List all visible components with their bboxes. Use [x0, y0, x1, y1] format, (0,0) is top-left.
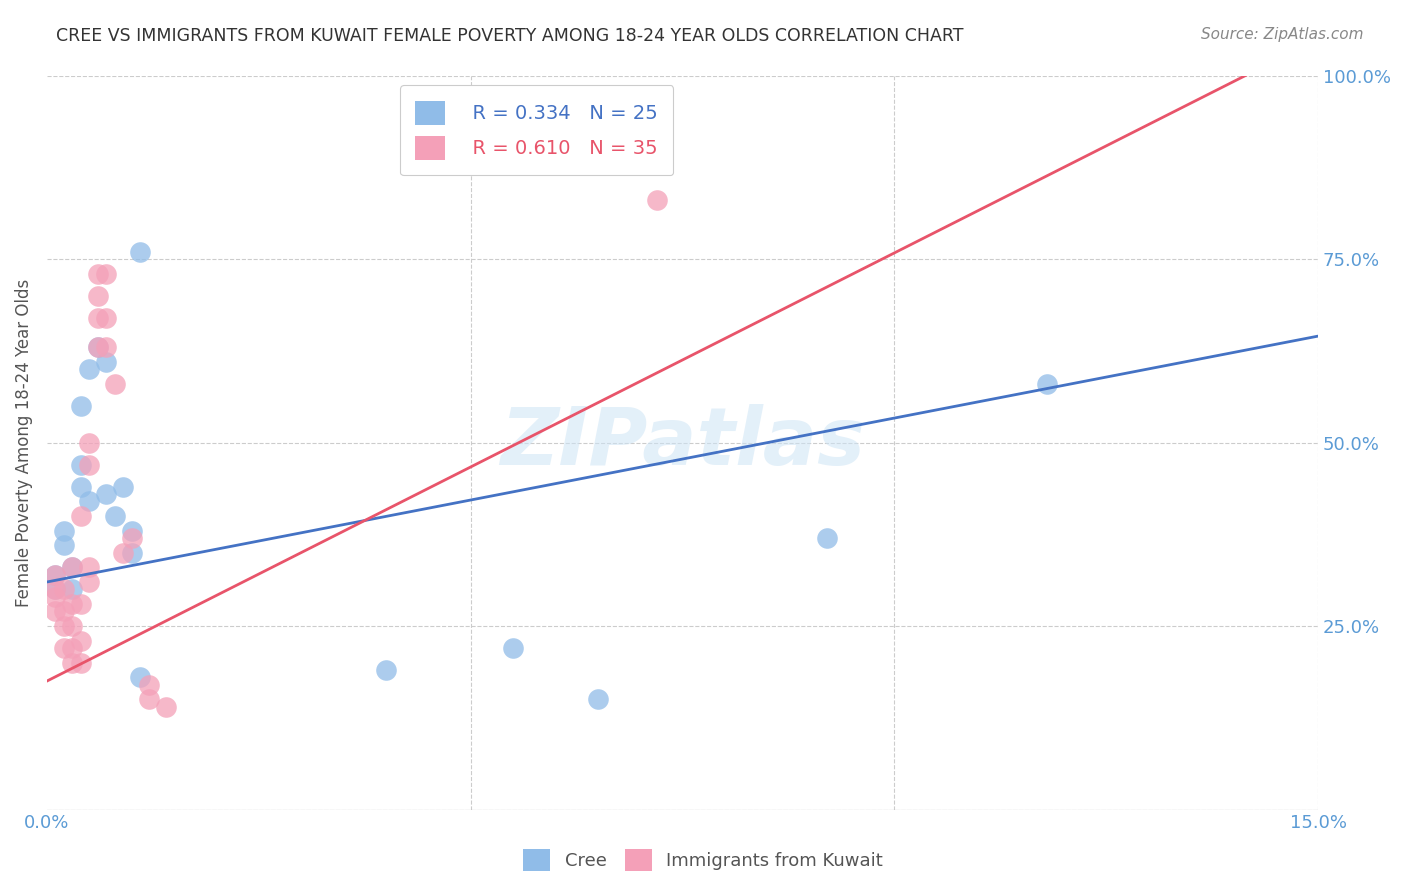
Point [112, 479, 135, 493]
Point [52, 524, 75, 538]
Text: Source: ZipAtlas.com: Source: ZipAtlas.com [1201, 27, 1364, 42]
Text: CREE VS IMMIGRANTS FROM KUWAIT FEMALE POVERTY AMONG 18-24 YEAR OLDS CORRELATION : CREE VS IMMIGRANTS FROM KUWAIT FEMALE PO… [56, 27, 963, 45]
Point [112, 546, 135, 560]
Point [44, 604, 66, 618]
Point [138, 692, 160, 706]
Point [44, 582, 66, 597]
Point [69, 479, 91, 493]
Point [77, 362, 100, 376]
Point [815, 531, 838, 545]
Point [77, 435, 100, 450]
Point [44, 567, 66, 582]
Point [52, 582, 75, 597]
Point [87, 340, 110, 354]
Point [69, 656, 91, 670]
Point [60, 641, 83, 656]
Point [60, 560, 83, 574]
Point [69, 399, 91, 413]
Point [60, 656, 83, 670]
Point [121, 546, 143, 560]
Point [96, 487, 118, 501]
Point [44, 590, 66, 604]
Point [1036, 376, 1059, 391]
Point [69, 508, 91, 523]
Point [52, 619, 75, 633]
Point [77, 574, 100, 589]
Point [87, 267, 110, 281]
Point [77, 494, 100, 508]
Point [44, 567, 66, 582]
Point [87, 289, 110, 303]
Point [52, 538, 75, 552]
Point [155, 699, 177, 714]
Point [96, 355, 118, 369]
Point [60, 619, 83, 633]
Point [138, 678, 160, 692]
Legend: Cree, Immigrants from Kuwait: Cree, Immigrants from Kuwait [516, 842, 890, 879]
Point [121, 524, 143, 538]
Text: ZIPatlas: ZIPatlas [501, 403, 865, 482]
Point [129, 244, 152, 259]
Point [96, 340, 118, 354]
Point [77, 560, 100, 574]
Point [52, 641, 75, 656]
Point [69, 458, 91, 472]
Point [96, 267, 118, 281]
Point [645, 194, 668, 208]
Point [104, 508, 127, 523]
Point [374, 663, 396, 677]
Point [586, 692, 609, 706]
Point [60, 597, 83, 611]
Point [52, 604, 75, 618]
Point [60, 560, 83, 574]
Point [87, 340, 110, 354]
Point [502, 641, 524, 656]
Point [77, 458, 100, 472]
Point [60, 582, 83, 597]
Point [44, 582, 66, 597]
Point [96, 310, 118, 325]
Legend:   R = 0.334   N = 25,   R = 0.610   N = 35: R = 0.334 N = 25, R = 0.610 N = 35 [399, 86, 673, 176]
Point [104, 376, 127, 391]
Point [87, 310, 110, 325]
Point [69, 633, 91, 648]
Point [129, 670, 152, 684]
Point [69, 597, 91, 611]
Y-axis label: Female Poverty Among 18-24 Year Olds: Female Poverty Among 18-24 Year Olds [15, 278, 32, 607]
Point [121, 531, 143, 545]
